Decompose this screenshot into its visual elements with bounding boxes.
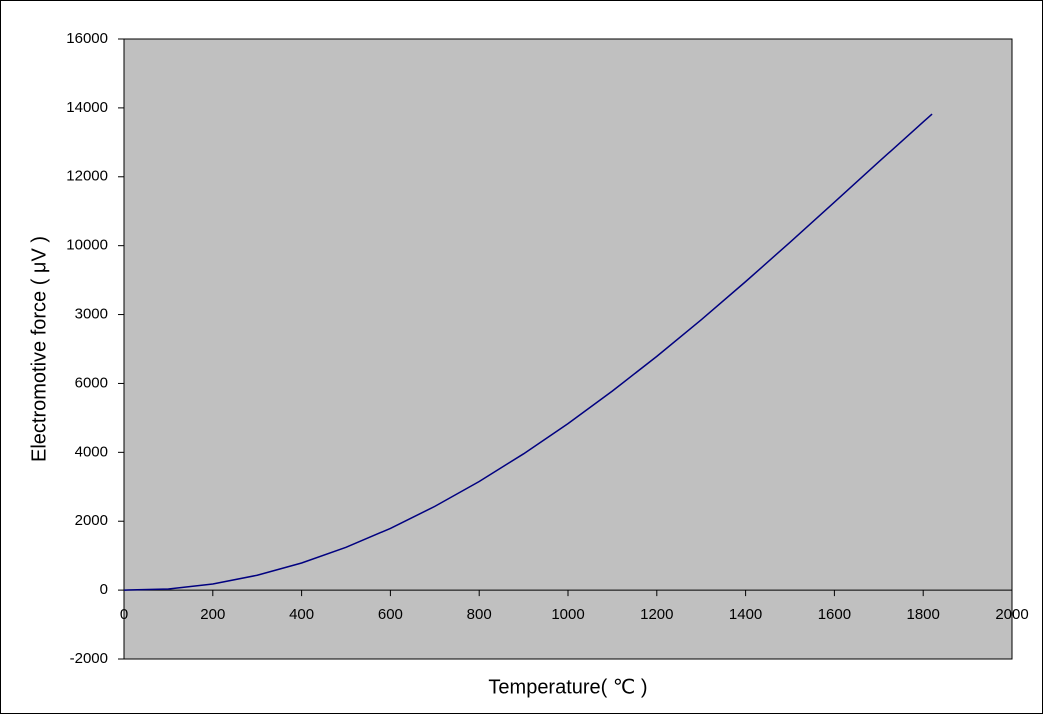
x-tick-label: 2000: [995, 606, 1028, 623]
x-axis-title: Temperature( ℃ ): [488, 676, 647, 698]
y-tick-label: 2000: [75, 512, 108, 529]
x-tick-label: 1800: [907, 606, 940, 623]
data-line: [123, 113, 933, 591]
x-tick-label: 1600: [818, 606, 851, 623]
y-tick-label: 10000: [66, 237, 108, 254]
x-tick-label: 800: [467, 606, 492, 623]
x-tick-label: 600: [378, 606, 403, 623]
y-tick-label: 4000: [75, 443, 108, 460]
x-tick-label: 1000: [551, 606, 584, 623]
x-tick-label: 1200: [640, 606, 673, 623]
y-tick-label: 14000: [66, 99, 108, 116]
y-tick-label: -2000: [70, 650, 108, 667]
x-tick-label: 1400: [729, 606, 762, 623]
y-tick-label: 16000: [66, 30, 108, 47]
x-tick-label: 0: [120, 606, 128, 623]
x-tick-label: 400: [289, 606, 314, 623]
y-tick-label: 6000: [75, 374, 108, 391]
plot-area: [123, 38, 1013, 660]
y-axis-title: Electromotive force ( μV ): [28, 236, 50, 462]
y-tick-label: 12000: [66, 168, 108, 185]
x-tick-label: 200: [200, 606, 225, 623]
y-tick-label: 0: [100, 581, 108, 598]
y-tick-label: 3000: [75, 306, 108, 323]
